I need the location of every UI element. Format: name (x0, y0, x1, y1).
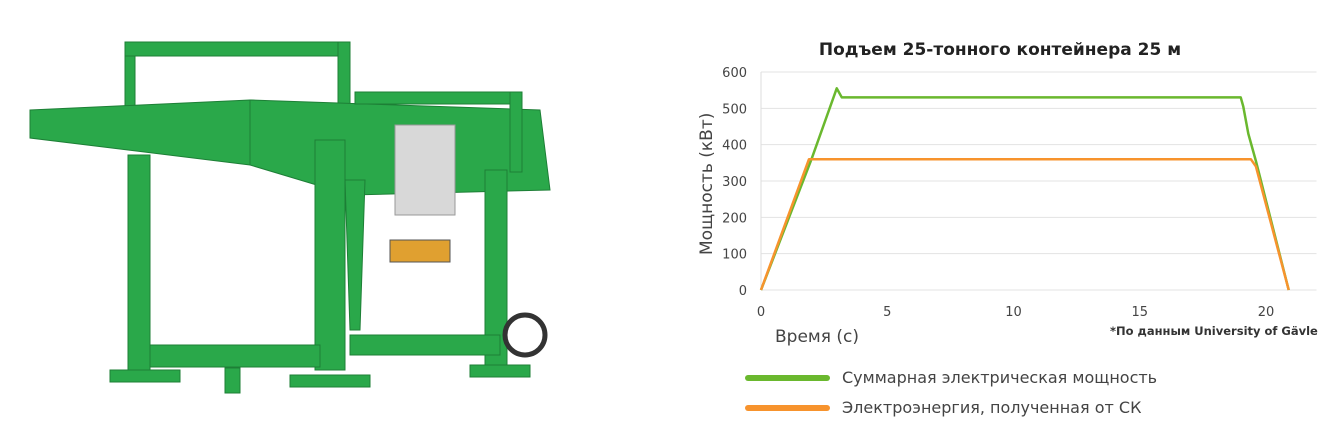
legend-item-grid: Электроэнергия, полученная от СК (745, 398, 1141, 417)
y-tick-label: 500 (722, 102, 747, 117)
x-tick-label: 20 (1258, 305, 1275, 320)
chart-title: Подъем 25-тонного контейнера 25 м (818, 40, 1182, 60)
y-axis-label: Мощность (кВт) (697, 113, 717, 255)
crane-image (29, 41, 551, 394)
series-line-1 (759, 157, 1290, 291)
legend-swatch (745, 374, 830, 381)
y-tick-label: 600 (722, 66, 747, 81)
legend-swatch (745, 404, 830, 411)
x-tick-label: 15 (1131, 305, 1148, 320)
x-tick-label: 0 (757, 305, 765, 320)
legend-item-total: Суммарная электрическая мощность (745, 368, 1157, 387)
y-tick-label: 100 (722, 248, 747, 263)
y-tick-label: 0 (739, 284, 747, 299)
y-tick-label: 300 (722, 175, 747, 190)
source-note: *По данным University of Gävle (1110, 324, 1318, 338)
x-tick-label: 10 (1005, 305, 1022, 320)
legend-label: Суммарная электрическая мощность (842, 368, 1158, 387)
legend-label: Электроэнергия, полученная от СК (842, 398, 1142, 417)
y-tick-label: 400 (722, 139, 747, 154)
x-tick-label: 5 (883, 305, 891, 320)
series-line-0 (759, 87, 1290, 291)
y-tick-label: 200 (722, 211, 747, 226)
x-axis-label: Время (с) (775, 327, 859, 347)
